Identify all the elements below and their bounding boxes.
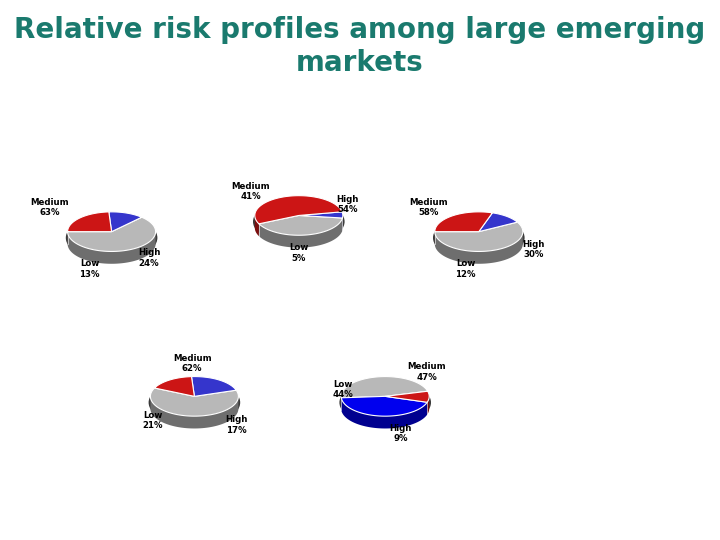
Polygon shape (255, 214, 259, 236)
Text: High
17%: High 17% (225, 415, 248, 435)
Text: High
30%: High 30% (523, 240, 545, 259)
Polygon shape (435, 222, 523, 252)
Polygon shape (259, 218, 343, 247)
Polygon shape (109, 212, 142, 232)
Polygon shape (68, 217, 156, 252)
Text: High
54%: High 54% (336, 195, 359, 214)
Text: High
9%: High 9% (390, 424, 412, 443)
Polygon shape (255, 195, 342, 224)
Polygon shape (155, 376, 194, 396)
Polygon shape (341, 376, 428, 398)
Polygon shape (150, 395, 238, 428)
Text: Medium
47%: Medium 47% (408, 362, 446, 382)
Ellipse shape (66, 216, 157, 260)
Text: Low
12%: Low 12% (455, 259, 476, 279)
Polygon shape (192, 376, 236, 396)
Text: Medium
58%: Medium 58% (409, 198, 448, 217)
Polygon shape (479, 213, 518, 232)
Polygon shape (435, 231, 523, 264)
Ellipse shape (149, 381, 240, 424)
Polygon shape (259, 215, 343, 235)
Polygon shape (150, 388, 238, 416)
Text: High
24%: High 24% (138, 248, 160, 268)
Polygon shape (299, 212, 343, 218)
Text: Relative risk profiles among large emerging
markets: Relative risk profiles among large emerg… (14, 16, 706, 77)
Text: Medium
62%: Medium 62% (173, 354, 212, 373)
Polygon shape (427, 395, 429, 415)
Polygon shape (341, 398, 427, 428)
Text: Low
13%: Low 13% (79, 259, 100, 279)
Text: Low
44%: Low 44% (333, 380, 354, 400)
Polygon shape (385, 392, 429, 402)
Ellipse shape (433, 216, 524, 260)
Text: Medium
63%: Medium 63% (31, 198, 69, 217)
Text: Low
5%: Low 5% (289, 243, 308, 262)
Ellipse shape (253, 200, 344, 244)
Polygon shape (68, 231, 156, 264)
Ellipse shape (340, 381, 431, 424)
Polygon shape (341, 396, 427, 416)
Polygon shape (68, 212, 112, 232)
Text: Low
21%: Low 21% (143, 411, 163, 430)
Text: Medium
41%: Medium 41% (231, 181, 270, 201)
Polygon shape (435, 212, 492, 232)
